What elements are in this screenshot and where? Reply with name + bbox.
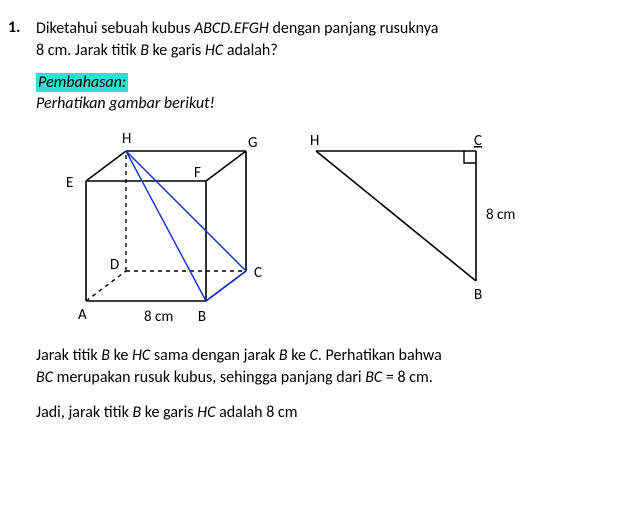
ln-hc: HC (132, 346, 150, 365)
final-line: Jadi, jarak titik B ke garis HC adalah 8… (36, 402, 594, 424)
question-line-2: 8 cm. Jarak titik B ke garis HC adalah? (36, 40, 594, 62)
seg-bc2: BC (365, 368, 382, 387)
figures-row: A B C D E F G H 8 cm H C (36, 121, 594, 331)
text: Jadi, jarak titik (36, 403, 132, 422)
text: 8 cm. Jarak titik (36, 41, 140, 60)
text: ke garis (149, 41, 205, 60)
text: = 8 cm. (382, 368, 433, 387)
text: adalah 8 cm (215, 403, 297, 422)
pt-c: C (310, 346, 318, 365)
solution-heading-wrap: Pembahasan: (36, 73, 594, 92)
page: 1. Diketahui sebuah kubus ABCD.EFGH deng… (0, 0, 618, 442)
label-c: C (254, 264, 262, 282)
text: sama dengan jarak (150, 346, 279, 365)
explain-p2: BC merupakan rusuk kubus, sehingga panja… (36, 367, 594, 389)
question-number: 1. (8, 18, 20, 37)
text: adalah? (223, 41, 278, 60)
cube-labels: A B C D E F G H 8 cm (66, 130, 262, 326)
text: dengan panjang rusuknya (269, 19, 439, 38)
pt-b2: B (279, 346, 288, 365)
edge-length: 8 cm (144, 308, 173, 326)
explain-p1: Jarak titik B ke HC sama dengan jarak B … (36, 345, 594, 367)
ln-hc-final: HC (197, 403, 215, 422)
instruction: Perhatikan gambar berikut! (36, 94, 594, 113)
label-h: H (122, 130, 131, 148)
label-b: B (198, 308, 206, 326)
pt-b: B (101, 346, 110, 365)
label-a: A (78, 306, 87, 324)
label-d: D (110, 256, 119, 274)
text: ke garis (141, 403, 197, 422)
text: Diketahui sebuah kubus (36, 19, 194, 38)
text: ke (288, 346, 310, 365)
tri-label-c: C (474, 132, 482, 150)
text: ke (110, 346, 132, 365)
pt-b-final: B (132, 403, 141, 422)
triangle-figure: H C B 8 cm (296, 121, 526, 311)
solution-heading: Pembahasan: (36, 73, 128, 92)
text: . Perhatikan bahwa (318, 346, 442, 365)
cube-name: ABCD.EFGH (194, 19, 269, 38)
label-e: E (66, 174, 73, 192)
label-g: G (248, 134, 257, 152)
triangle-edges (316, 151, 476, 281)
triangle-labels: H C B 8 cm (310, 132, 515, 304)
point-b: B (140, 41, 149, 60)
label-f: F (194, 164, 201, 182)
diagonal-triangle (126, 151, 246, 301)
seg-bc: BC (36, 368, 53, 387)
tri-label-h: H (310, 132, 319, 150)
line-hc: HC (205, 41, 223, 60)
text: Jarak titik (36, 346, 101, 365)
cube-figure: A B C D E F G H 8 cm (36, 121, 296, 331)
tri-label-b: B (474, 286, 482, 304)
question-line-1: Diketahui sebuah kubus ABCD.EFGH dengan … (36, 18, 594, 40)
tri-side-len: 8 cm (486, 206, 515, 224)
text: merupakan rusuk kubus, sehingga panjang … (53, 368, 365, 387)
